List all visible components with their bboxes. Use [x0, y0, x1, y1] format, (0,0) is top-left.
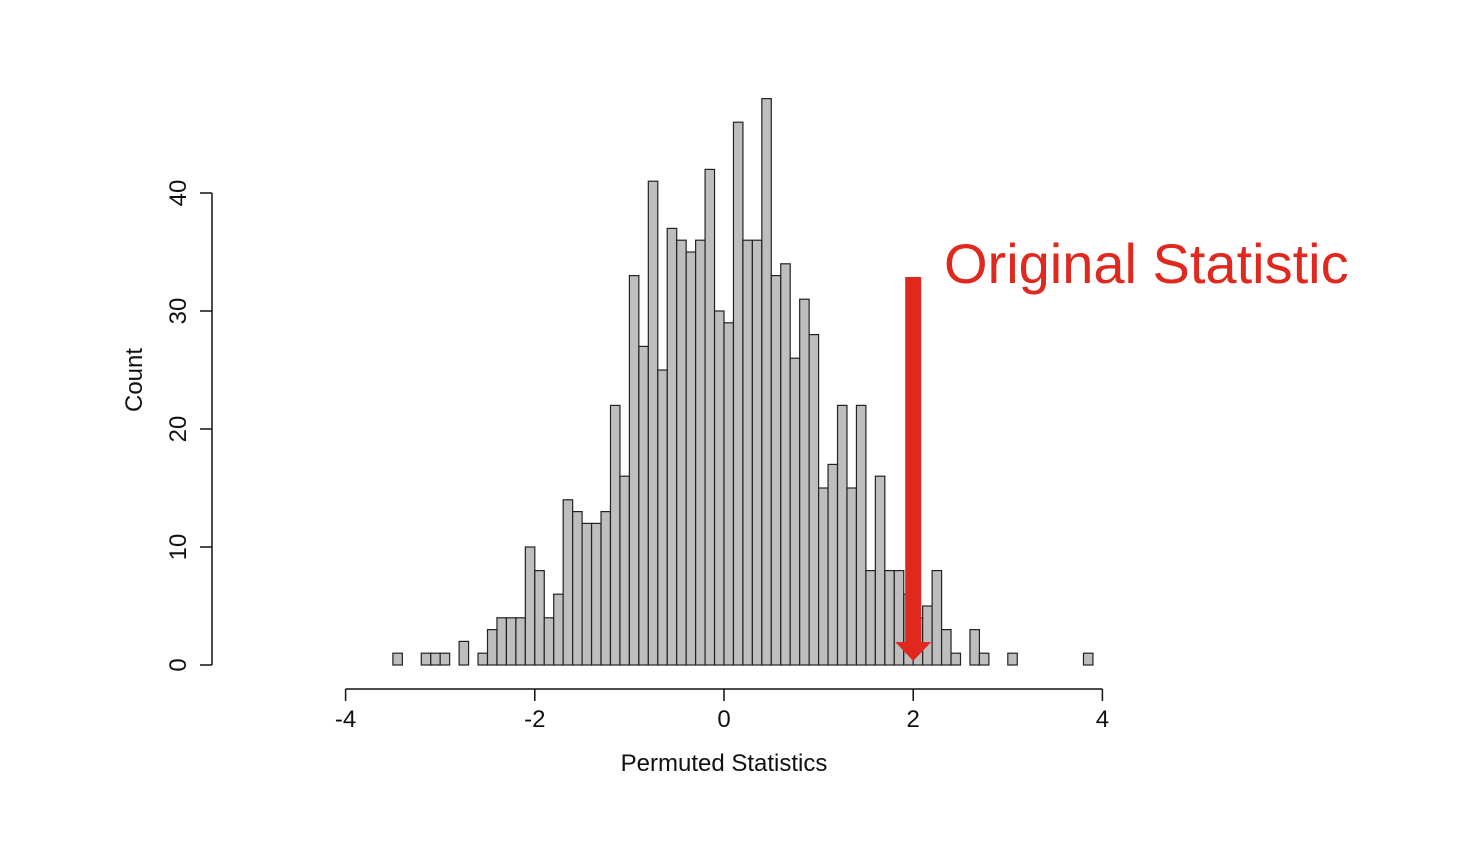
histogram-bar [808, 334, 820, 666]
histogram-bar [713, 310, 725, 666]
histogram-bar [1082, 652, 1094, 666]
x-tick-label: 4 [1096, 706, 1109, 733]
histogram-bar [874, 475, 886, 666]
histogram-bar [515, 617, 526, 666]
histogram-bar [590, 522, 602, 666]
x-ticks: -4 -2 0 2 4 [335, 689, 1109, 733]
histogram-bar [458, 640, 470, 666]
x-tick-label: -4 [335, 706, 356, 733]
histogram-bar [562, 499, 574, 666]
histogram-bar [496, 617, 508, 666]
annotation-arrow-head [895, 642, 932, 661]
histogram-bar [581, 522, 593, 666]
original-statistic-annotation: Original Statistic [895, 232, 1349, 661]
histogram-bar [855, 404, 867, 666]
y-tick-label: 0 [165, 658, 192, 671]
x-axis-title: Permuted Statistics [621, 750, 828, 777]
histogram-bar [1007, 652, 1018, 666]
histogram-bar [666, 227, 678, 666]
histogram-bar [884, 569, 895, 666]
histogram-bar [543, 617, 555, 666]
histogram-bar [723, 322, 735, 666]
histogram-bar [940, 628, 952, 666]
histogram-bar [430, 652, 441, 666]
histogram-bar [477, 652, 489, 666]
histogram-bar [685, 251, 697, 666]
histogram-bar [505, 617, 517, 666]
histogram-bar [931, 569, 943, 666]
histogram-bar [742, 239, 753, 666]
histogram-bar [619, 475, 631, 666]
histogram-bar [950, 652, 962, 666]
annotation-arrow-shaft [905, 277, 922, 643]
y-tick-label: 10 [165, 534, 192, 561]
histogram-bar [799, 298, 810, 666]
histogram-bar [893, 569, 905, 666]
histogram-bar [676, 239, 687, 666]
y-ticks: 0 10 20 30 40 [165, 180, 212, 672]
histogram-bar [486, 628, 498, 666]
histogram-bar [392, 652, 403, 666]
x-axis: -4 -2 0 2 4 [335, 688, 1109, 733]
histogram-bar [657, 369, 668, 666]
histogram-bar [978, 652, 990, 666]
histogram-bar [789, 357, 801, 666]
x-tick-label: 0 [717, 706, 730, 733]
x-tick-label: 2 [907, 706, 920, 733]
histogram-bar [572, 511, 583, 666]
histogram-bar [827, 463, 839, 666]
y-tick-label: 40 [165, 180, 192, 207]
histogram-bar [751, 239, 763, 666]
histogram-bar [969, 628, 981, 666]
histogram-bar [553, 593, 564, 666]
histogram-bar [922, 605, 933, 666]
histogram-bar [628, 275, 640, 666]
histogram-bar [534, 569, 545, 666]
histogram-bar [780, 263, 791, 666]
annotation-label: Original Statistic [944, 232, 1349, 295]
y-axis: 0 10 20 30 40 [165, 180, 213, 672]
histogram-bar [732, 121, 744, 666]
histogram-bars [392, 97, 1094, 666]
histogram-bar [846, 487, 858, 666]
histogram-bar [420, 652, 432, 666]
histogram-bar [638, 345, 649, 666]
histogram-bar [609, 404, 621, 666]
histogram-bar [836, 404, 848, 666]
histogram-bar [439, 652, 451, 666]
histogram-bar [600, 511, 612, 666]
x-tick-label: -2 [524, 706, 545, 733]
histogram-bar [770, 275, 782, 666]
histogram-bar [647, 180, 659, 666]
histogram-bar [524, 546, 536, 666]
histogram-bar [695, 239, 706, 666]
histogram-bar [817, 487, 829, 666]
y-tick-label: 20 [165, 416, 192, 443]
histogram-bar [865, 569, 876, 666]
histogram-bar [761, 97, 772, 666]
y-tick-label: 30 [165, 298, 192, 325]
y-axis-title: Count [121, 348, 148, 412]
histogram-bar [704, 168, 716, 666]
